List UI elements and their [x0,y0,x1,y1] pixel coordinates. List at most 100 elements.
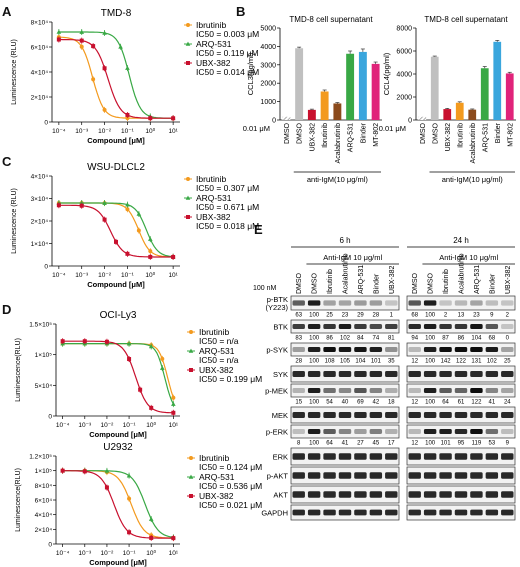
x-tick-label: 10⁻² [98,128,112,135]
band-quant-value: 27 [357,441,364,447]
bar [320,91,329,120]
data-point [79,44,84,49]
data-point [126,341,132,346]
panel-label-a: A [2,4,12,19]
blot-band [354,324,367,329]
blot-band [423,411,437,419]
data-point [104,485,109,490]
x-axis-label: Compound [μM] [89,558,147,567]
legend-series-name: UBX-382 [199,491,234,501]
blot-row-label: AKT [273,491,288,500]
blot-band [454,388,468,393]
band-quant-value: 9 [506,441,510,447]
blot-band [454,324,468,329]
band-quant-value: 45 [373,441,380,447]
category-label: MT-802 [507,123,514,147]
y-tick-label: 1×10⁴ [31,241,49,248]
blot-band [354,388,367,393]
band-quant-value: 86 [326,336,333,342]
blot-band [292,472,305,479]
band-quant-value: 100 [425,336,436,342]
y-axis-label: Luminescence (RLU) [11,39,18,105]
blot-band [307,453,321,460]
data-point [171,410,176,415]
data-point [125,116,130,121]
data-point [148,344,154,349]
blot-band [439,429,452,434]
band-quant-value: 100 [309,400,320,406]
series-line-arq-531 [58,31,174,119]
data-point [102,217,107,222]
band-quant-value: 17 [388,441,395,447]
data-point [125,65,130,70]
band-quant-value: 81 [388,336,395,342]
band-quant-value: 64 [326,441,333,447]
blot-band [439,472,452,479]
blot-band [454,411,468,419]
blot-band [385,491,398,498]
x-tick-label: 10⁻³ [75,128,89,135]
category-label: Ibrutinib [322,123,329,148]
y-tick-label: 0 [44,264,48,271]
band-quant-value: 41 [342,441,349,447]
timepoint-label: 24 h [453,236,469,245]
blot-band [323,388,336,393]
x-tick-label: 10¹ [168,128,178,135]
chart-title: OCI-Ly3 [100,310,137,321]
blot-band [439,347,452,352]
category-label: DMSO [284,122,291,144]
series-line-ubx-382 [62,340,174,414]
blot-band [408,453,421,460]
blot-band [423,347,437,352]
blot-band [485,429,499,434]
blot-band [423,370,437,378]
panel-label-d: D [2,302,12,317]
blot-band [323,370,336,378]
x-tick-label: 10⁰ [146,549,156,557]
blot-band [423,509,437,516]
y-axis-label: Luminescence(RLU) [15,468,22,532]
blot-band [408,300,421,306]
blot-band [338,491,352,498]
data-point [79,38,84,43]
y-tick-label: 4000 [396,72,412,79]
bar [468,109,477,120]
blot-band [485,509,499,516]
blot-strip [290,424,400,439]
blot-band [470,370,483,378]
y-tick-label: 4000 [260,44,276,51]
blot-band [307,429,321,434]
blot-band [307,300,321,306]
legend-series-name: Ibrutinib [199,327,230,337]
band-quant-value: 29 [357,313,364,319]
data-point [126,473,132,478]
y-tick-label: 5×10⁴ [35,383,53,390]
blot-band [338,324,352,329]
blot-band [369,370,383,378]
blot-band [369,324,383,329]
band-quant-value: 142 [441,359,452,365]
band-quant-value: 100 [425,400,436,406]
concentration-label: 100 nM [253,285,277,292]
y-tick-label: 3000 [260,62,276,69]
y-tick-label: 6×10⁴ [35,498,53,505]
lane-label: Binder [373,273,380,294]
legend-ic50: IC50 = 0.003 μM [196,29,259,39]
blot-band [292,429,305,434]
blot-band [385,388,398,393]
blot-band [354,453,367,460]
dose-response-chart-A: TMD-8 0 2×10⁴ 4×10⁴ 6×10⁴ 8×10⁴ 10⁻⁴ 10⁻³ 10⁻² 10… [11,8,259,145]
blot-band [323,491,336,498]
blot-band [423,491,437,498]
series-line-ibrutinib [58,36,174,119]
data-point [79,29,85,34]
lane-label: Ibrutinib [443,269,450,294]
band-quant-value: 101 [441,441,452,447]
legend-series-name: Ibrutinib [196,20,227,30]
blot-band [323,300,336,306]
data-point [147,236,153,241]
bar [358,51,367,120]
blot-band [369,509,383,516]
x-tick-label: 10¹ [168,272,178,279]
band-quant-value: 53 [489,441,496,447]
